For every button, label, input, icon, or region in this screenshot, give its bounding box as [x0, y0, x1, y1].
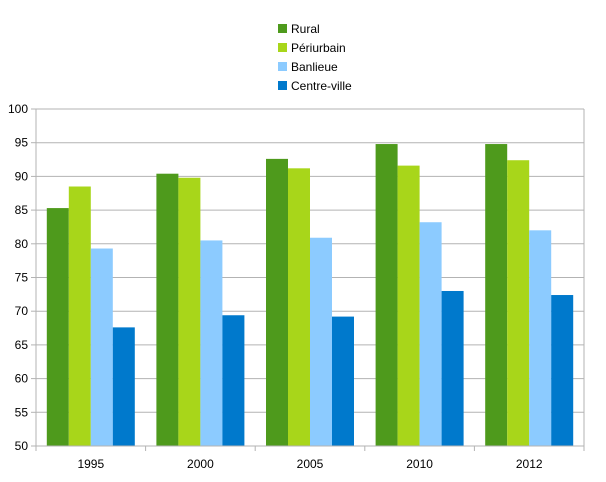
- bar-centre-ville-2010: [441, 290, 464, 446]
- bar-banlieue-2005: [310, 237, 332, 446]
- legend-label: Périurbain: [291, 41, 346, 55]
- y-tick-label: 50: [15, 439, 29, 453]
- x-tick-label: 2010: [406, 457, 433, 471]
- bar-centre-ville-2005: [332, 316, 354, 446]
- bar-banlieue-2012: [529, 230, 552, 446]
- legend-swatch: [278, 62, 287, 71]
- x-tick-label: 2000: [187, 457, 214, 471]
- bar-rural-2010: [375, 144, 398, 446]
- bar-rural-2012: [485, 144, 508, 446]
- legend: Rural Périurbain Banlieue Centre-ville: [278, 22, 352, 93]
- bar-p-riurbain-2012: [507, 160, 530, 446]
- y-tick-label: 100: [8, 102, 28, 116]
- bar-p-riurbain-2000: [178, 177, 201, 447]
- bar-rural-2005: [266, 158, 288, 446]
- bar-rural-1995: [46, 208, 69, 446]
- x-tick-label: 2012: [516, 457, 543, 471]
- y-tick-label: 75: [15, 271, 29, 285]
- y-axis-ticks: 50 55 60 65 70 75 80 85 90 95 100: [8, 102, 36, 453]
- bar-p-riurbain-2005: [288, 168, 310, 446]
- legend-swatch: [278, 81, 287, 90]
- y-tick-label: 80: [15, 237, 29, 251]
- legend-label: Rural: [291, 22, 320, 36]
- y-tick-label: 90: [15, 169, 29, 183]
- x-axis-ticks: 1995 2000 2005 2010 2012: [35, 446, 585, 471]
- x-tick-label: 1995: [77, 457, 104, 471]
- legend-label: Centre-ville: [291, 79, 352, 93]
- bar-centre-ville-2000: [222, 315, 245, 446]
- bar-rural-2000: [156, 173, 179, 447]
- y-tick-label: 85: [15, 203, 29, 217]
- bar-centre-ville-2012: [551, 295, 574, 446]
- bar-banlieue-2010: [419, 222, 442, 446]
- bars: [46, 144, 574, 447]
- bar-centre-ville-1995: [112, 327, 135, 446]
- y-tick-label: 65: [15, 338, 29, 352]
- legend-swatch: [278, 24, 287, 33]
- y-tick-label: 55: [15, 405, 29, 419]
- bar-banlieue-2000: [200, 240, 223, 446]
- bar-p-riurbain-2010: [397, 165, 420, 446]
- y-tick-label: 95: [15, 136, 29, 150]
- y-tick-label: 70: [15, 304, 29, 318]
- bar-p-riurbain-1995: [68, 186, 91, 446]
- legend-label: Banlieue: [291, 60, 338, 74]
- x-tick-label: 2005: [297, 457, 324, 471]
- legend-swatch: [278, 43, 287, 52]
- y-tick-label: 60: [15, 372, 29, 386]
- bar-banlieue-1995: [90, 248, 113, 446]
